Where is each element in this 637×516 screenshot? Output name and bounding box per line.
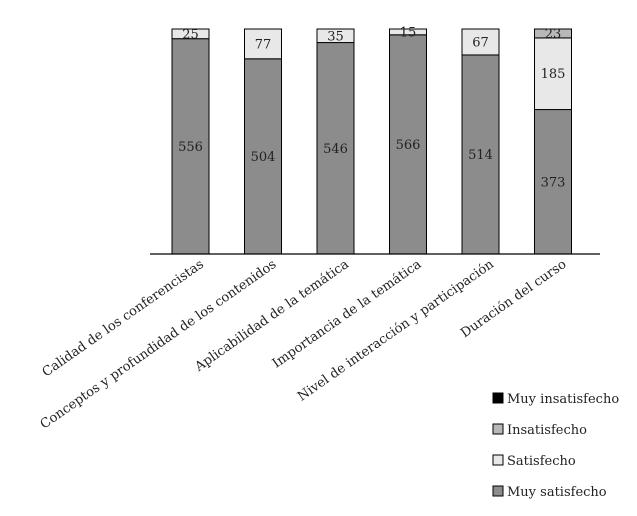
legend-swatch xyxy=(492,392,504,404)
bar-segment xyxy=(316,42,355,255)
bar-segment xyxy=(171,38,210,255)
segment-value-label: 546 xyxy=(323,142,348,157)
legend-swatch xyxy=(492,485,504,497)
segment-value-label: 25 xyxy=(182,27,199,42)
bar-segment xyxy=(461,28,500,56)
segment-value-label: 566 xyxy=(396,138,421,153)
category-label: Importancia de la temática xyxy=(270,257,425,372)
bar-segment xyxy=(171,28,210,40)
segment-value-label: 504 xyxy=(251,150,276,165)
legend-label: Satisfecho xyxy=(507,454,576,469)
segment-value-label: 514 xyxy=(468,148,493,163)
bar-segment xyxy=(461,54,500,255)
legend-label: Muy insatisfecho xyxy=(507,392,619,407)
segment-value-label: 185 xyxy=(541,67,566,82)
legend-swatch xyxy=(492,454,504,466)
segment-value-label: 67 xyxy=(472,35,489,50)
bar-segment xyxy=(534,28,572,39)
legend: Muy insatisfecho Insatisfecho Satisfecho Mu… xyxy=(492,392,619,500)
bar-segment xyxy=(244,28,282,60)
segment-value-label: 23 xyxy=(545,27,562,42)
legend-label: Insatisfecho xyxy=(507,423,587,438)
segment-value-label: 556 xyxy=(178,140,203,155)
segment-labels-layer: 556 25 504 77 546 35 566 15 514 67 373 185 23 xyxy=(178,25,565,190)
bars-layer xyxy=(171,28,572,255)
legend-swatch xyxy=(492,423,504,435)
segment-value-label: 15 xyxy=(400,25,417,40)
bar-segment xyxy=(316,28,355,44)
segment-value-label: 35 xyxy=(327,29,344,44)
segment-value-label: 373 xyxy=(541,175,566,190)
legend-label: Muy satisfecho xyxy=(507,485,607,500)
segment-value-label: 77 xyxy=(255,37,272,52)
bar-segment xyxy=(389,28,427,36)
